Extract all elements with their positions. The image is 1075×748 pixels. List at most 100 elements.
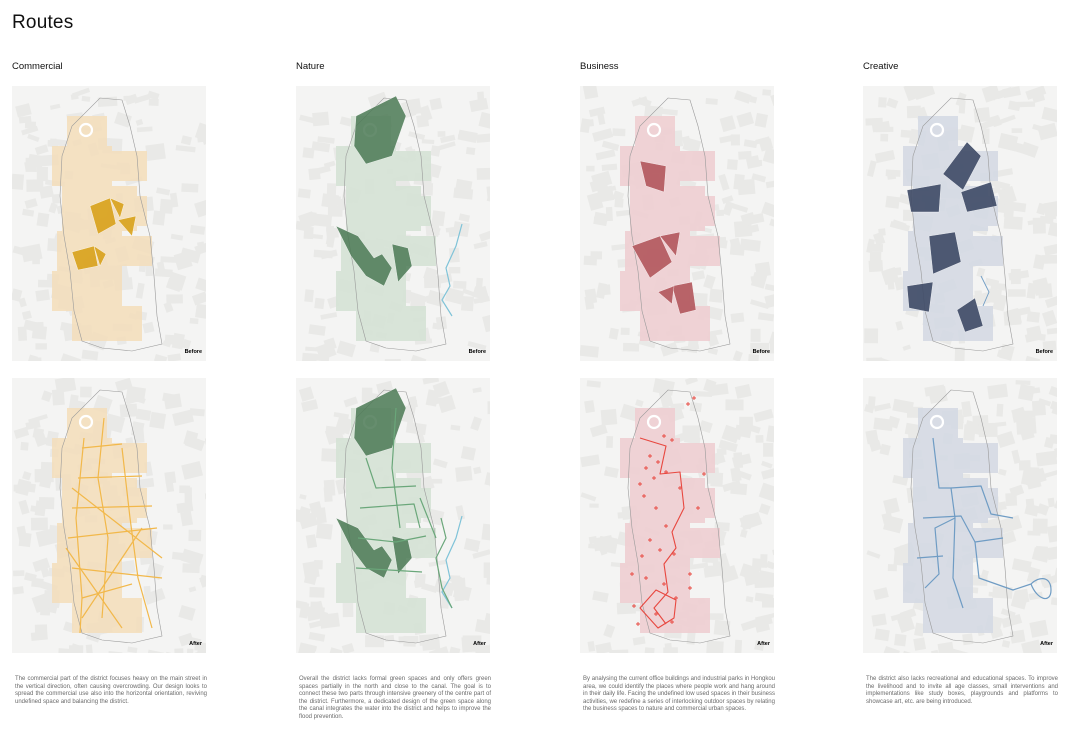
- plus-marker: [652, 476, 656, 480]
- building-block: [160, 256, 180, 264]
- building-block: [988, 114, 1000, 123]
- building-block: [36, 166, 48, 182]
- building-block: [601, 163, 618, 171]
- building-block: [739, 238, 761, 252]
- building-block: [133, 428, 145, 444]
- panel-title: Business: [580, 61, 619, 72]
- building-block: [734, 424, 752, 439]
- building-block: [768, 331, 774, 348]
- building-block: [762, 597, 774, 608]
- zone-block: [680, 236, 720, 266]
- building-block: [189, 224, 206, 235]
- zone-block: [963, 528, 1003, 558]
- building-block: [476, 132, 490, 143]
- building-block: [422, 378, 440, 385]
- nature-before-map: Before: [296, 86, 490, 361]
- building-block: [606, 536, 618, 551]
- building-block: [156, 187, 171, 196]
- route-line: [974, 541, 1032, 591]
- building-block: [174, 648, 184, 653]
- building-block: [707, 347, 719, 355]
- building-block: [481, 523, 490, 541]
- building-block: [660, 341, 679, 357]
- route-line: [97, 417, 109, 619]
- building-block: [170, 233, 184, 241]
- creative-after-map-graphic: [864, 380, 1057, 653]
- building-block: [871, 120, 891, 133]
- building-block: [301, 352, 318, 361]
- highlight-area: [93, 245, 107, 267]
- building-block: [302, 147, 315, 159]
- plus-marker: [644, 576, 648, 580]
- building-block: [718, 439, 738, 453]
- panel-description: The district also lacks recreational and…: [866, 676, 1058, 705]
- building-block: [85, 644, 94, 653]
- building-block: [692, 390, 713, 398]
- building-block: [24, 572, 37, 583]
- building-block: [28, 354, 38, 361]
- plus-marker: [654, 506, 658, 510]
- building-block: [996, 114, 1016, 126]
- building-block: [755, 621, 770, 633]
- nature-before-map-graphic: [296, 91, 490, 361]
- building-block: [81, 95, 91, 102]
- building-block: [341, 643, 355, 653]
- route-line: [365, 457, 417, 489]
- building-block: [949, 648, 969, 653]
- building-block: [887, 564, 897, 572]
- building-block: [482, 312, 490, 333]
- building-block: [36, 212, 50, 227]
- district-boundary: [59, 97, 163, 352]
- zone-block: [635, 116, 675, 151]
- building-block: [323, 337, 337, 351]
- building-block: [484, 612, 490, 626]
- building-block: [180, 135, 193, 146]
- building-block: [734, 383, 752, 399]
- building-block: [469, 97, 489, 113]
- building-block: [35, 527, 59, 547]
- building-block: [583, 255, 598, 266]
- business-before-map-graphic: [580, 86, 774, 361]
- building-block: [483, 562, 490, 578]
- building-block: [750, 342, 770, 354]
- building-block: [1029, 619, 1049, 638]
- building-block: [866, 550, 881, 559]
- building-block: [584, 295, 595, 310]
- building-block: [298, 511, 319, 530]
- building-block: [465, 147, 476, 156]
- building-block: [873, 402, 891, 412]
- building-block: [1026, 311, 1041, 323]
- building-block: [1050, 597, 1057, 607]
- building-block: [315, 522, 333, 540]
- district-boundary: [343, 389, 447, 644]
- building-block: [13, 426, 30, 439]
- building-block: [297, 188, 311, 199]
- building-block: [895, 320, 904, 331]
- zone-block: [908, 573, 938, 603]
- building-block: [772, 547, 774, 556]
- building-block: [1048, 386, 1057, 401]
- building-block: [308, 631, 326, 642]
- building-block: [999, 343, 1015, 361]
- building-block: [478, 111, 490, 131]
- building-block: [961, 401, 972, 418]
- building-block: [457, 129, 478, 143]
- highlight-area: [906, 183, 942, 213]
- building-block: [49, 103, 61, 110]
- zone-block: [680, 528, 720, 558]
- building-block: [754, 112, 769, 128]
- building-block: [175, 145, 196, 153]
- building-block: [681, 135, 692, 147]
- building-block: [924, 384, 946, 397]
- panel-title: Nature: [296, 61, 325, 72]
- plus-marker: [670, 620, 674, 624]
- building-block: [1046, 327, 1057, 335]
- zone-block: [72, 306, 142, 341]
- building-block: [606, 436, 614, 448]
- building-block: [687, 339, 699, 354]
- after-label: After: [473, 641, 486, 647]
- building-block: [982, 128, 990, 145]
- building-block: [1027, 530, 1041, 536]
- panel-description: By analysing the current office building…: [583, 676, 775, 713]
- route-line: [71, 487, 163, 559]
